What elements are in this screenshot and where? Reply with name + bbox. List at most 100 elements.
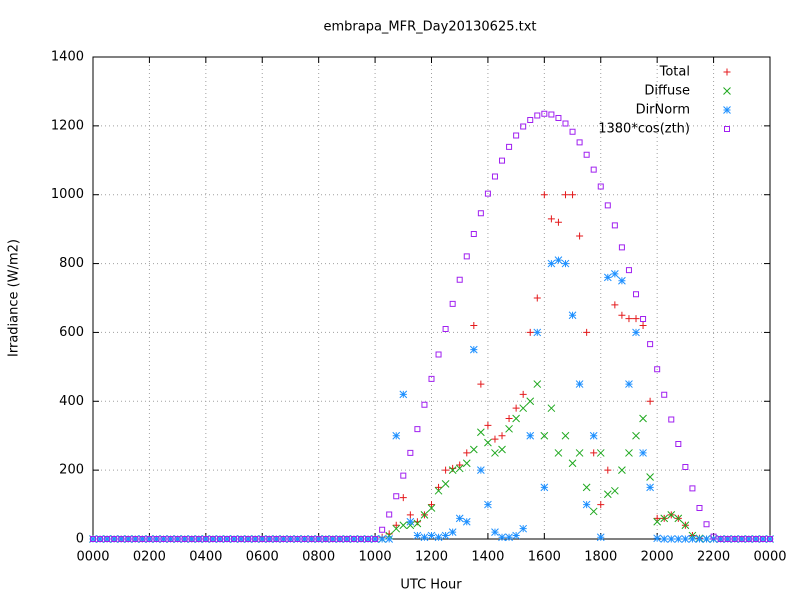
point (223, 535, 231, 543)
point (365, 536, 372, 542)
point (180, 535, 189, 543)
point (265, 535, 274, 543)
point (533, 380, 542, 388)
point (576, 139, 583, 146)
point (448, 466, 457, 474)
point (167, 536, 174, 542)
point (498, 432, 506, 440)
point (413, 519, 422, 528)
point (590, 166, 597, 173)
y-tick-label: 400 (59, 394, 84, 409)
point (187, 535, 196, 543)
point (576, 232, 584, 240)
point (399, 521, 408, 530)
point (575, 449, 584, 457)
point (125, 536, 132, 542)
point (413, 531, 422, 540)
point (632, 328, 640, 337)
point (145, 535, 154, 543)
point (90, 536, 96, 542)
point (117, 535, 126, 543)
point (420, 533, 429, 542)
point (554, 218, 562, 226)
point (372, 536, 379, 542)
point (470, 322, 478, 330)
x-tick-label: 0600 (246, 550, 279, 565)
x-axis-label: UTC Hour (400, 578, 462, 593)
point (744, 535, 753, 543)
point (625, 380, 633, 388)
point (97, 536, 104, 542)
point (392, 521, 400, 529)
point (682, 464, 689, 471)
point (653, 534, 662, 543)
point (674, 514, 683, 523)
y-tick-label: 1400 (51, 50, 84, 65)
point (541, 110, 548, 117)
point (660, 535, 669, 543)
legend-marker (723, 87, 731, 95)
point (505, 415, 513, 422)
point (335, 535, 344, 543)
point (343, 536, 350, 542)
point (413, 518, 421, 526)
point (731, 536, 738, 542)
point (301, 536, 308, 542)
point (427, 504, 436, 512)
point (449, 300, 456, 307)
point (533, 328, 542, 337)
point (561, 191, 569, 199)
point (350, 536, 357, 542)
point (575, 380, 584, 388)
x-tick-label: 1400 (471, 550, 504, 565)
point (428, 501, 435, 509)
point (632, 431, 640, 440)
x-tick-label: 1200 (415, 550, 448, 565)
point (730, 535, 739, 543)
point (660, 514, 669, 523)
legend-label: 1380*cos(zth) (598, 122, 690, 137)
point (173, 535, 182, 543)
point (181, 536, 188, 542)
point (279, 535, 288, 543)
point (194, 535, 203, 543)
chart-title: embrapa_MFR_Day20130625.txt (323, 20, 536, 35)
point (710, 533, 717, 540)
point (625, 449, 633, 457)
x-tick-label: 0400 (189, 550, 222, 565)
point (244, 535, 252, 543)
point (393, 493, 400, 500)
y-tick-label: 1200 (51, 118, 84, 133)
point (469, 445, 478, 454)
point (519, 404, 528, 413)
point (688, 535, 697, 543)
series-3 (90, 110, 773, 542)
point (569, 128, 576, 135)
point (251, 535, 260, 543)
point (455, 514, 464, 523)
point (647, 341, 654, 348)
point (131, 535, 140, 543)
point (625, 315, 633, 323)
point (654, 366, 661, 373)
point (216, 536, 223, 542)
point (596, 533, 605, 542)
point (548, 111, 555, 118)
point (231, 536, 238, 542)
point (434, 486, 443, 495)
point (385, 535, 394, 543)
point (668, 416, 675, 423)
point (477, 428, 485, 437)
x-tick-label: 2000 (641, 550, 674, 565)
point (321, 535, 330, 543)
point (540, 191, 548, 199)
point (111, 536, 118, 542)
point (555, 114, 562, 121)
point (633, 291, 640, 298)
point (89, 535, 97, 543)
point (759, 536, 766, 542)
legend-marker (723, 68, 731, 76)
point (681, 535, 690, 543)
point (455, 464, 464, 473)
